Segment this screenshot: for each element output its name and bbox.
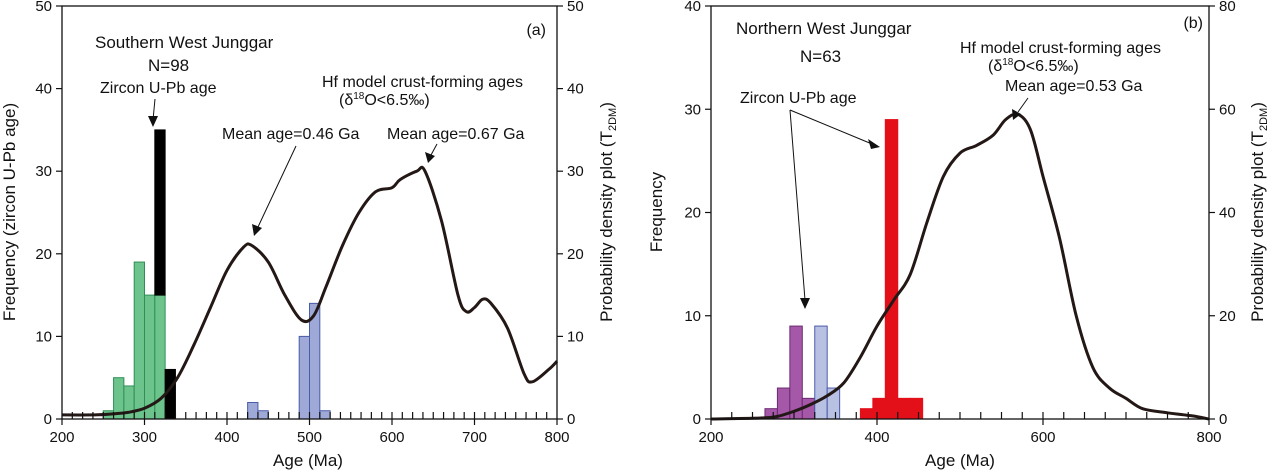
panel-a-bar xyxy=(257,410,269,420)
panel-a-y-tick-label: 20 xyxy=(35,246,52,263)
panel-b-bar xyxy=(814,325,828,420)
panel-a-bar xyxy=(247,401,259,420)
panel-a-y-tick-label: 0 xyxy=(44,411,52,428)
panel-a-x-tick-label: 800 xyxy=(544,429,569,446)
panel-b-x-tick-label: 600 xyxy=(1030,429,1055,446)
panel-a-mean-age-2: Mean age=0.67 Ga xyxy=(387,126,525,143)
panel-b-hf-label: Hf model crust-forming ages xyxy=(960,40,1161,57)
panel-a-y-axis-title: Frequency (zircon U-Pb age) xyxy=(0,103,19,321)
panel-b-y-tick-label: 20 xyxy=(684,205,701,222)
panel-a-y-tick-label: 30 xyxy=(35,163,52,180)
panel-a-ticks: 200 300 400 500 600 700 8000102030405001020304… xyxy=(35,0,583,446)
panel-a-bar xyxy=(319,410,331,420)
panel-a-x-axis-title: Age (Ma) xyxy=(273,451,343,470)
panel-a-bar xyxy=(144,294,156,420)
panel-b-bar xyxy=(884,119,899,420)
panel-b-x-tick-label: 800 xyxy=(1196,429,1221,446)
panel-b-y2-tick-label: 80 xyxy=(1219,0,1236,15)
panel-a-y-tick-label: 10 xyxy=(35,328,52,345)
panel-b-y2-tick-label: 60 xyxy=(1219,101,1236,118)
panel-b-y2-axis-title: Probability density plot (T2DM) xyxy=(1248,102,1269,322)
panel-a-y2-axis-title: Probability density plot (T2DM) xyxy=(597,102,619,322)
panel-b-y-tick-label: 40 xyxy=(684,0,701,15)
panel-b-zircon-label: Zircon U-Pb age xyxy=(740,90,857,107)
panel-b-title: Northern West Junggar xyxy=(736,19,912,38)
panel-a-annotation-arrows xyxy=(148,98,438,236)
panel-a-x-tick-label: 500 xyxy=(297,429,322,446)
panel-b-y2-tick-label: 20 xyxy=(1219,308,1236,325)
panel-a-x-tick-label: 600 xyxy=(379,429,404,446)
panel-a-bar xyxy=(133,261,145,420)
panel-b-sample-count: N=63 xyxy=(800,47,841,66)
panel-b-y-tick-label: 30 xyxy=(684,101,701,118)
panel-b-x-tick-label: 200 xyxy=(698,429,723,446)
panel-a-histogram xyxy=(102,129,331,420)
panel-b-y2-tick-label: 0 xyxy=(1219,411,1227,428)
panel-a-sample-count: N=98 xyxy=(148,56,189,75)
panel-b-mean-age: Mean age=0.53 Ga xyxy=(1005,78,1143,95)
panel-b-annotation-arrows xyxy=(789,97,1029,309)
panel-a-y2-tick-label: 40 xyxy=(567,81,584,98)
panel-a-y-tick-label: 40 xyxy=(35,81,52,98)
panel-a-y2-tick-label: 20 xyxy=(567,246,584,263)
panel-a-y2-tick-label: 50 xyxy=(567,0,584,15)
panel-a-hf-condition: (δ18O<6.5‰) xyxy=(339,91,430,109)
panel-b-x-axis-title: Age (Ma) xyxy=(925,451,995,470)
panel-b-plot-frame xyxy=(710,5,1210,420)
panel-b-hf-condition: (δ18O<6.5‰) xyxy=(988,57,1079,75)
panel-a-density-curve xyxy=(61,165,559,417)
panel-a-zircon-label: Zircon U-Pb age xyxy=(100,80,217,97)
panel-b-x-tick-label: 400 xyxy=(864,429,889,446)
panel-a-hf-label: Hf model crust-forming ages xyxy=(322,74,523,91)
panel-a-label: (a) xyxy=(526,22,546,39)
panel-b-bar xyxy=(909,397,924,420)
panel-b-density-curve xyxy=(710,112,1210,421)
panel-b-y-axis-title: Frequency xyxy=(647,171,666,252)
panel-b-bar xyxy=(872,397,886,420)
panel-a-mean-age-1: Mean age=0.46 Ga xyxy=(222,126,360,143)
panel-a-y2-tick-label: 0 xyxy=(567,411,575,428)
panel-b-y-tick-label: 0 xyxy=(693,411,701,428)
panel-a-y2-tick-label: 10 xyxy=(567,328,584,345)
panel-b-bar xyxy=(897,397,911,420)
panel-a: 200 300 400 500 600 700 8000102030405001020304… xyxy=(0,0,619,470)
panel-b-bar xyxy=(789,325,803,420)
panel-a-x-tick-label: 400 xyxy=(214,429,239,446)
panel-a-x-tick-label: 300 xyxy=(132,429,157,446)
panel-a-x-tick-label: 200 xyxy=(49,429,74,446)
panel-a-bar xyxy=(298,335,310,420)
panel-b-bar xyxy=(859,408,874,420)
panel-a-x-tick-label: 700 xyxy=(462,429,487,446)
panel-a-y2-tick-label: 30 xyxy=(567,163,584,180)
panel-b-label: (b) xyxy=(1183,15,1203,32)
panel-b-y2-tick-label: 40 xyxy=(1219,205,1236,222)
panel-b-histogram xyxy=(764,119,924,420)
panel-b-y-tick-label: 10 xyxy=(684,308,701,325)
panel-a-y-tick-label: 50 xyxy=(35,0,52,15)
panel-a-title: Southern West Junggar xyxy=(95,33,274,52)
panel-a-bar xyxy=(154,129,166,296)
